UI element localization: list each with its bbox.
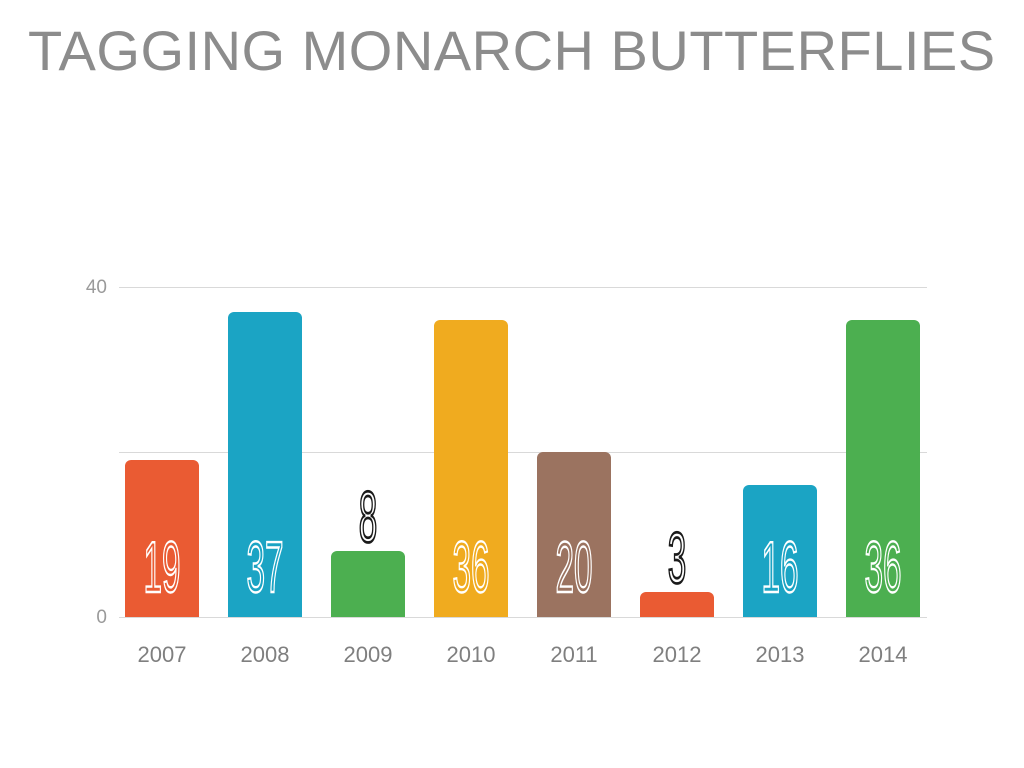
svg-text:8: 8 (359, 477, 378, 558)
svg-text:36: 36 (864, 527, 901, 608)
svg-text:20: 20 (555, 527, 592, 608)
svg-text:16: 16 (761, 527, 798, 608)
svg-text:3: 3 (668, 518, 687, 599)
svg-text:36: 36 (452, 527, 489, 608)
svg-text:37: 37 (246, 527, 283, 608)
svg-text:19: 19 (143, 527, 180, 608)
